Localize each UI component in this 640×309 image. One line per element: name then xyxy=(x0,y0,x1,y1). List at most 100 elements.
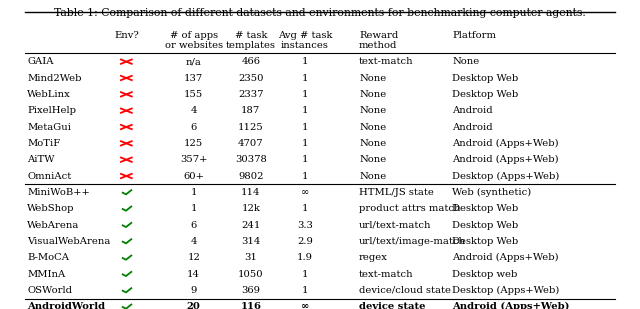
Text: None: None xyxy=(359,90,387,99)
Text: Desktop Web: Desktop Web xyxy=(452,204,518,213)
Text: 12: 12 xyxy=(188,253,200,262)
Text: 187: 187 xyxy=(241,106,260,115)
Text: MetaGui: MetaGui xyxy=(27,122,71,132)
Text: Reward
method: Reward method xyxy=(359,31,398,50)
Text: 2337: 2337 xyxy=(238,90,264,99)
Text: ∞: ∞ xyxy=(301,302,309,309)
Text: B-MoCA: B-MoCA xyxy=(27,253,69,262)
Text: Table 1: Comparison of different datasets and environments for benchmarking comp: Table 1: Comparison of different dataset… xyxy=(54,8,586,18)
Text: text-match: text-match xyxy=(359,57,413,66)
Text: 1: 1 xyxy=(301,155,308,164)
Text: 12k: 12k xyxy=(241,204,260,213)
Text: PixelHelp: PixelHelp xyxy=(27,106,76,115)
Text: Desktop (Apps+Web): Desktop (Apps+Web) xyxy=(452,171,560,180)
Text: None: None xyxy=(452,57,479,66)
Text: 1: 1 xyxy=(301,139,308,148)
Text: Android: Android xyxy=(452,122,493,132)
Text: 30378: 30378 xyxy=(235,155,267,164)
Text: product attrs match: product attrs match xyxy=(359,204,461,213)
Text: None: None xyxy=(359,106,387,115)
Text: 1: 1 xyxy=(301,106,308,115)
Text: 1: 1 xyxy=(301,122,308,132)
Text: device/cloud state: device/cloud state xyxy=(359,286,451,295)
Text: url/text-match: url/text-match xyxy=(359,221,431,230)
Text: 1: 1 xyxy=(191,204,197,213)
Text: 2350: 2350 xyxy=(238,74,264,83)
Text: 114: 114 xyxy=(241,188,260,197)
Text: 357+: 357+ xyxy=(180,155,207,164)
Text: WebShop: WebShop xyxy=(27,204,75,213)
Text: ∞: ∞ xyxy=(301,188,309,197)
Text: url/text/image-match: url/text/image-match xyxy=(359,237,466,246)
Text: text-match: text-match xyxy=(359,269,413,278)
Text: 241: 241 xyxy=(241,221,260,230)
Text: AndroidWorld: AndroidWorld xyxy=(27,302,105,309)
Text: 116: 116 xyxy=(241,302,261,309)
Text: AiTW: AiTW xyxy=(27,155,54,164)
Text: Avg # task
instances: Avg # task instances xyxy=(278,31,332,50)
Text: None: None xyxy=(359,155,387,164)
Text: Desktop Web: Desktop Web xyxy=(452,90,518,99)
Text: GAIA: GAIA xyxy=(27,57,54,66)
Text: 9802: 9802 xyxy=(238,171,264,180)
Text: 1: 1 xyxy=(301,269,308,278)
Text: 1: 1 xyxy=(301,57,308,66)
Text: Platform: Platform xyxy=(452,31,497,40)
Text: Android (Apps+Web): Android (Apps+Web) xyxy=(452,302,570,309)
Text: 4: 4 xyxy=(191,237,197,246)
Text: Android: Android xyxy=(452,106,493,115)
Text: 14: 14 xyxy=(187,269,200,278)
Text: None: None xyxy=(359,139,387,148)
Text: WebLinx: WebLinx xyxy=(27,90,71,99)
Text: MiniWoB++: MiniWoB++ xyxy=(27,188,90,197)
Text: 20: 20 xyxy=(187,302,200,309)
Text: 125: 125 xyxy=(184,139,204,148)
Text: Mind2Web: Mind2Web xyxy=(27,74,81,83)
Text: WebArena: WebArena xyxy=(27,221,79,230)
Text: device state: device state xyxy=(359,302,426,309)
Text: HTML/JS state: HTML/JS state xyxy=(359,188,434,197)
Text: 1: 1 xyxy=(191,188,197,197)
Text: 155: 155 xyxy=(184,90,204,99)
Text: 4707: 4707 xyxy=(238,139,264,148)
Text: 1: 1 xyxy=(301,74,308,83)
Text: 369: 369 xyxy=(241,286,260,295)
Text: None: None xyxy=(359,74,387,83)
Text: 137: 137 xyxy=(184,74,204,83)
Text: # task
templates: # task templates xyxy=(226,31,276,50)
Text: 1: 1 xyxy=(301,90,308,99)
Text: Desktop Web: Desktop Web xyxy=(452,74,518,83)
Text: Android (Apps+Web): Android (Apps+Web) xyxy=(452,253,559,262)
Text: 2.9: 2.9 xyxy=(297,237,313,246)
Text: Desktop web: Desktop web xyxy=(452,269,518,278)
Text: 6: 6 xyxy=(191,122,197,132)
Text: Android (Apps+Web): Android (Apps+Web) xyxy=(452,155,559,164)
Text: Android (Apps+Web): Android (Apps+Web) xyxy=(452,139,559,148)
Text: Web (synthetic): Web (synthetic) xyxy=(452,188,532,197)
Text: 1125: 1125 xyxy=(238,122,264,132)
Text: VisualWebArena: VisualWebArena xyxy=(27,237,111,246)
Text: 31: 31 xyxy=(244,253,257,262)
Text: 6: 6 xyxy=(191,221,197,230)
Text: regex: regex xyxy=(359,253,388,262)
Text: 1050: 1050 xyxy=(238,269,264,278)
Text: MoTiF: MoTiF xyxy=(27,139,60,148)
Text: OSWorld: OSWorld xyxy=(27,286,72,295)
Text: 9: 9 xyxy=(191,286,197,295)
Text: Desktop Web: Desktop Web xyxy=(452,237,518,246)
Text: 466: 466 xyxy=(241,57,260,66)
Text: 4: 4 xyxy=(191,106,197,115)
Text: None: None xyxy=(359,171,387,180)
Text: # of apps
or websites: # of apps or websites xyxy=(164,31,223,50)
Text: n/a: n/a xyxy=(186,57,202,66)
Text: 1.9: 1.9 xyxy=(297,253,313,262)
Text: MMInA: MMInA xyxy=(27,269,65,278)
Text: 1: 1 xyxy=(301,204,308,213)
Text: 1: 1 xyxy=(301,286,308,295)
Text: Desktop Web: Desktop Web xyxy=(452,221,518,230)
Text: None: None xyxy=(359,122,387,132)
Text: 1: 1 xyxy=(301,171,308,180)
Text: 3.3: 3.3 xyxy=(297,221,313,230)
Text: OmniAct: OmniAct xyxy=(27,171,71,180)
Text: Env?: Env? xyxy=(114,31,139,40)
